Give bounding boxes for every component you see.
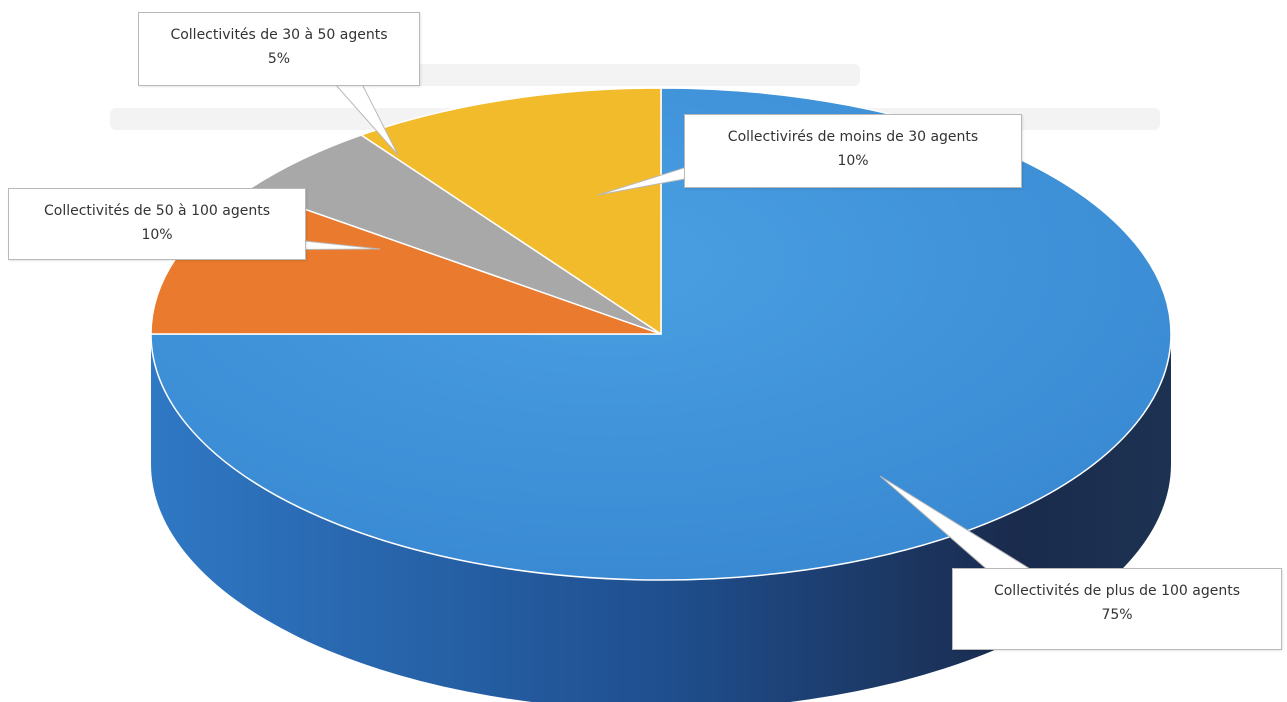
slice-percent: 75% bbox=[1101, 607, 1133, 623]
slice-label: Collectivirés de moins de 30 agents bbox=[727, 129, 979, 145]
pie-slice-4 bbox=[360, 87, 662, 335]
slice-label: Collectivités de 30 à 50 agents bbox=[170, 27, 388, 43]
pie-side-wall bbox=[151, 334, 1171, 702]
slice-percent: 10% bbox=[141, 227, 173, 243]
callout-moins-de-30-agents: Collectivirés de moins de 30 agents 10% bbox=[684, 114, 1022, 188]
callout-plus-de-100-agents: Collectivités de plus de 100 agents 75% bbox=[952, 568, 1282, 650]
slice-percent: 10% bbox=[837, 153, 869, 169]
slice-percent: 5% bbox=[267, 51, 291, 67]
pie-side-wall-segment bbox=[151, 334, 1171, 702]
callout-30-a-50-agents: Collectivités de 30 à 50 agents 5% bbox=[138, 12, 420, 86]
slice-label: Collectivités de plus de 100 agents bbox=[993, 583, 1241, 599]
background-text-remnant bbox=[320, 64, 860, 86]
callout-50-a-100-agents: Collectivités de 50 à 100 agents 10% bbox=[8, 188, 306, 260]
slice-label: Collectivités de 50 à 100 agents bbox=[44, 203, 270, 219]
